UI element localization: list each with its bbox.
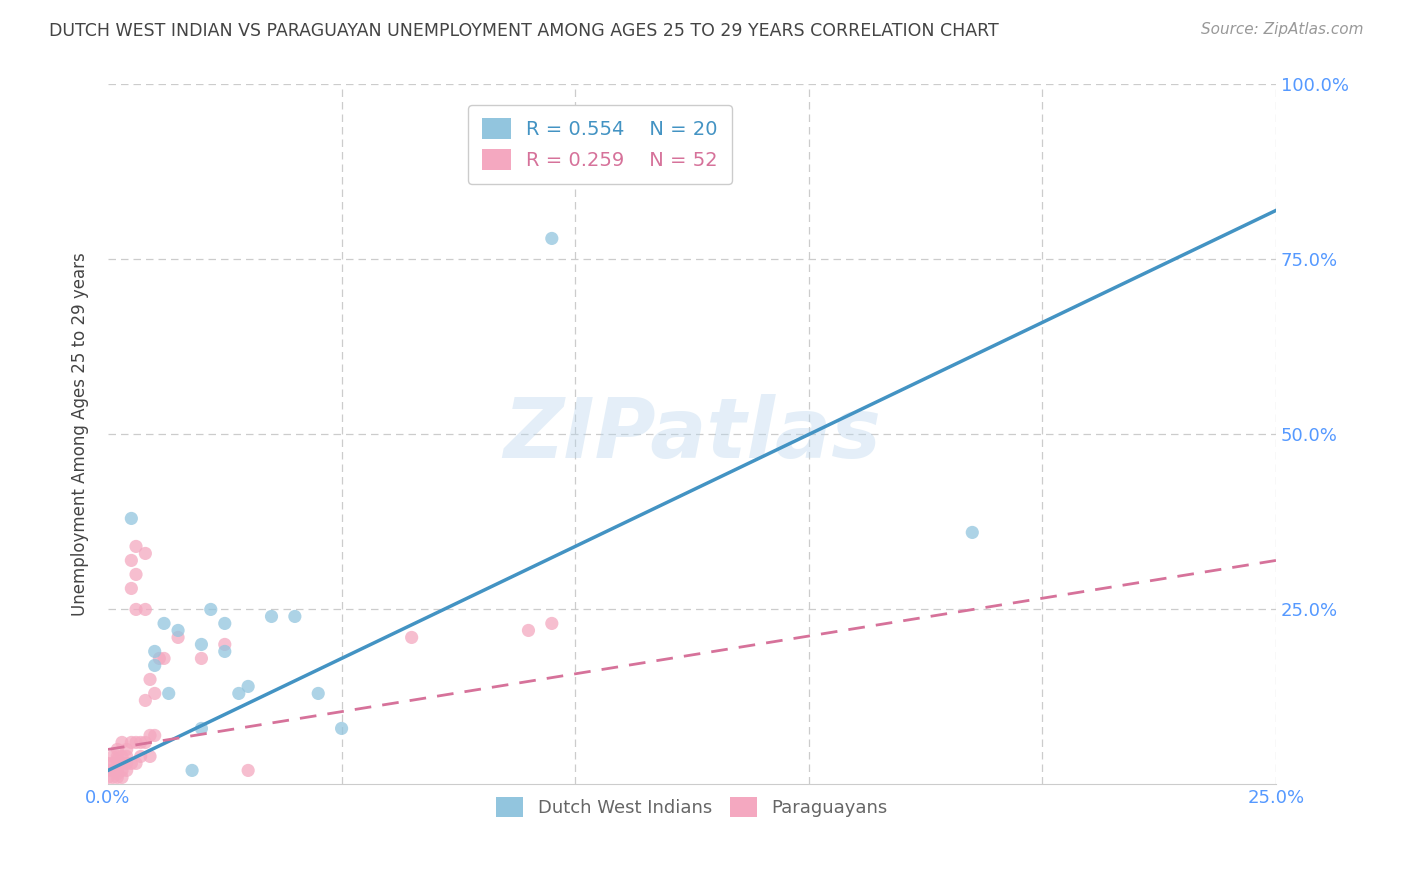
Point [120, 735, 142, 749]
Point [105, 742, 128, 756]
Point [120, 511, 142, 525]
Point [125, 756, 148, 771]
Point [307, 686, 329, 700]
Text: Source: ZipAtlas.com: Source: ZipAtlas.com [1201, 22, 1364, 37]
Point [190, 637, 212, 651]
Point [111, 735, 134, 749]
Point [101, 749, 124, 764]
Point [228, 686, 250, 700]
Point [105, 767, 128, 781]
Point [120, 553, 142, 567]
Point [120, 582, 142, 596]
Text: ZIPatlas: ZIPatlas [503, 394, 882, 475]
Point [111, 756, 134, 771]
Legend: Dutch West Indians, Paraguayans: Dutch West Indians, Paraguayans [489, 790, 896, 824]
Point [214, 644, 236, 658]
Point [139, 728, 162, 742]
Point [190, 722, 212, 736]
Point [143, 728, 166, 742]
Point [134, 693, 156, 707]
Point [125, 567, 148, 582]
Point [134, 602, 156, 616]
Point [148, 651, 170, 665]
Point [111, 749, 134, 764]
Point [214, 616, 236, 631]
Point [115, 742, 138, 756]
Point [115, 764, 138, 778]
Point [153, 651, 176, 665]
Point [401, 631, 423, 645]
Point [129, 735, 152, 749]
Point [97, 756, 120, 771]
Point [167, 624, 190, 638]
Point [101, 764, 124, 778]
Point [139, 673, 162, 687]
Y-axis label: Unemployment Among Ages 25 to 29 years: Unemployment Among Ages 25 to 29 years [72, 252, 89, 616]
Point [143, 686, 166, 700]
Point [111, 771, 134, 785]
Point [134, 546, 156, 560]
Point [105, 753, 128, 767]
Point [125, 735, 148, 749]
Point [105, 764, 128, 778]
Point [190, 651, 212, 665]
Point [101, 756, 124, 771]
Point [540, 616, 562, 631]
Point [517, 624, 540, 638]
Point [125, 602, 148, 616]
Point [105, 760, 128, 774]
Point [111, 764, 134, 778]
Point [214, 637, 236, 651]
Point [125, 540, 148, 554]
Point [97, 771, 120, 785]
Point [97, 764, 120, 778]
Point [181, 764, 204, 778]
Point [115, 756, 138, 771]
Point [157, 686, 180, 700]
Point [200, 602, 222, 616]
Point [101, 771, 124, 785]
Point [143, 658, 166, 673]
Point [260, 609, 283, 624]
Point [139, 749, 162, 764]
Point [540, 231, 562, 245]
Text: DUTCH WEST INDIAN VS PARAGUAYAN UNEMPLOYMENT AMONG AGES 25 TO 29 YEARS CORRELATI: DUTCH WEST INDIAN VS PARAGUAYAN UNEMPLOY… [49, 22, 998, 40]
Point [120, 756, 142, 771]
Point [134, 735, 156, 749]
Point [129, 749, 152, 764]
Point [284, 609, 307, 624]
Point [962, 525, 984, 540]
Point [105, 771, 128, 785]
Point [115, 749, 138, 764]
Point [167, 631, 190, 645]
Point [153, 616, 176, 631]
Point [143, 644, 166, 658]
Point [330, 722, 353, 736]
Point [105, 749, 128, 764]
Point [236, 764, 259, 778]
Point [236, 680, 259, 694]
